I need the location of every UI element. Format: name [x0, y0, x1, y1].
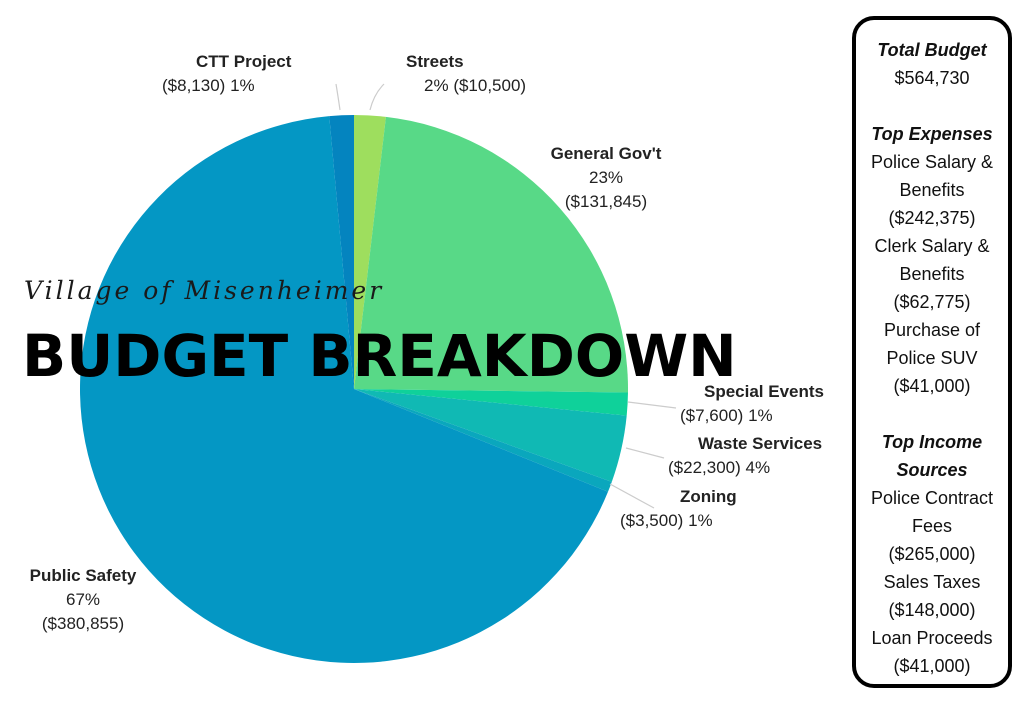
expense-line: Police SUV	[886, 348, 978, 368]
income-line: ($148,000)	[888, 600, 976, 620]
income-line: ($265,000)	[888, 544, 976, 564]
label-streets-name: Streets	[406, 52, 464, 71]
label-ctt-project-name: CTT Project	[196, 52, 292, 71]
top-income-heading-2: Sources	[896, 460, 968, 480]
label-general-govt-percent: 23%	[588, 168, 624, 187]
total-budget-value: $564,730	[894, 68, 970, 88]
label-streets-amount: ($10,500)	[453, 76, 527, 95]
income-line: ($41,000)	[893, 656, 971, 676]
label-streets-percent: 2%	[424, 76, 449, 95]
leader-line-zoning	[609, 483, 655, 509]
chart-title: BUDGET BREAKDOWN	[22, 322, 737, 390]
label-special-events-percent: 1%	[748, 406, 773, 425]
label-public-safety: Public Safety 67% ($380,855)	[20, 564, 146, 636]
label-zoning: Zoning ($3,500) 1%	[620, 485, 737, 533]
pie-slice-public-safety	[80, 116, 608, 663]
label-waste-services-percent: 4%	[745, 458, 771, 477]
chart-subtitle: Village of Misenheimer	[24, 276, 385, 305]
pie-slice-zoning	[354, 389, 612, 492]
label-waste-services-name: Waste Services	[698, 434, 823, 453]
leader-line-streets	[369, 83, 385, 111]
pie-slice-special-events	[354, 389, 628, 416]
label-zoning-amount: ($3,500)	[620, 511, 684, 530]
leader-line-waste-services	[625, 447, 665, 459]
leader-line-special-events	[627, 401, 677, 409]
label-general-govt: General Gov't 23% ($131,845)	[540, 142, 672, 214]
expense-line: Clerk Salary &	[874, 236, 990, 256]
label-waste-services: Waste Services ($22,300) 4%	[668, 432, 822, 480]
pie-slice-waste-services	[354, 389, 627, 482]
label-special-events: Special Events ($7,600) 1%	[680, 380, 824, 428]
income-line: Police Contract	[870, 488, 994, 508]
leader-line-ctt	[335, 83, 341, 111]
label-general-govt-name: General Gov't	[550, 144, 662, 163]
label-streets: Streets 2% ($10,500)	[406, 50, 526, 98]
top-expenses-heading: Top Expenses	[871, 124, 993, 144]
label-zoning-name: Zoning	[680, 487, 737, 506]
expense-line: Benefits	[899, 264, 965, 284]
income-line: Loan Proceeds	[871, 628, 993, 648]
label-public-safety-percent: 67%	[65, 590, 101, 609]
label-general-govt-amount: ($131,845)	[564, 192, 648, 211]
top-income-heading: Top Income	[881, 432, 983, 452]
expense-line: Benefits	[899, 180, 965, 200]
label-ctt-project: CTT Project ($8,130) 1%	[162, 50, 291, 98]
expense-line: Purchase of	[883, 320, 981, 340]
expense-line: ($62,775)	[893, 292, 971, 312]
pie-slice-streets	[354, 115, 386, 389]
expense-line: ($41,000)	[893, 376, 971, 396]
label-public-safety-amount: ($380,855)	[41, 614, 125, 633]
label-waste-services-amount: ($22,300)	[668, 458, 741, 477]
label-ctt-project-percent: 1%	[230, 76, 255, 95]
total-budget-heading: Total Budget	[877, 40, 987, 60]
label-zoning-percent: 1%	[688, 511, 713, 530]
income-line: Sales Taxes	[883, 572, 981, 592]
pie-slice-general-gov-t	[354, 116, 629, 393]
label-public-safety-name: Public Safety	[29, 566, 137, 585]
expense-line: Police Salary &	[870, 152, 994, 172]
expense-line: ($242,375)	[888, 208, 976, 228]
label-ctt-project-amount: ($8,130)	[162, 76, 226, 95]
pie-slice-ctt-project	[329, 115, 354, 389]
label-special-events-name: Special Events	[704, 382, 825, 401]
budget-summary-box: Total Budget $564,730 Top Expenses Polic…	[852, 16, 1012, 688]
income-line: Fees	[911, 516, 953, 536]
label-special-events-amount: ($7,600)	[680, 406, 744, 425]
